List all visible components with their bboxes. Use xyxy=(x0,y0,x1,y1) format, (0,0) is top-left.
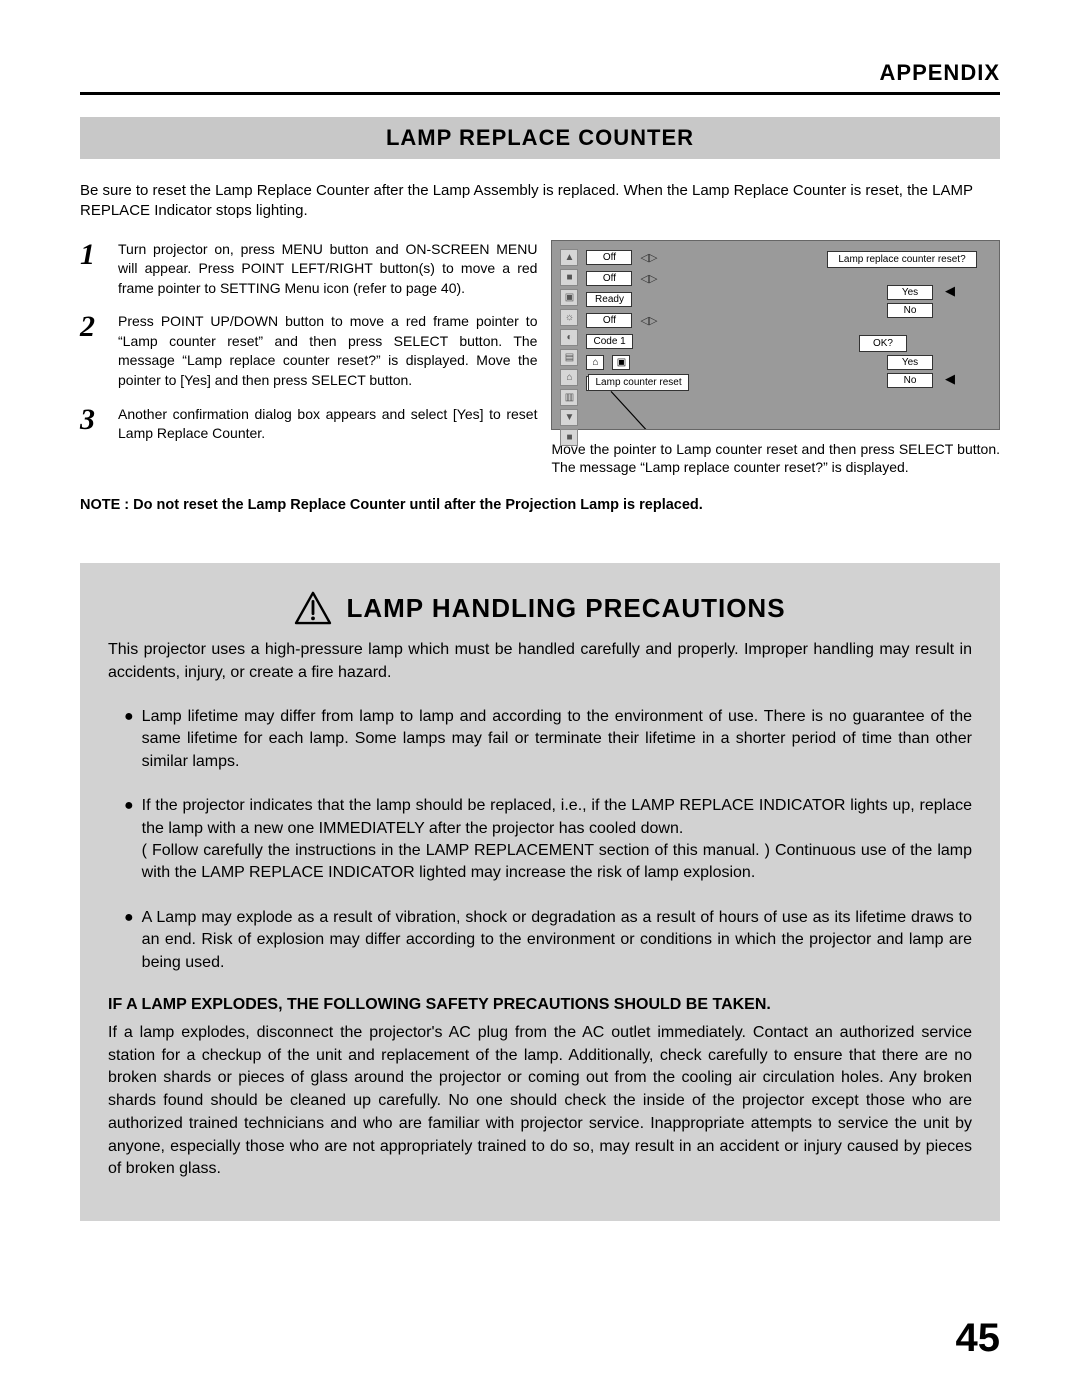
menu-icon: ▼ xyxy=(560,409,578,426)
step-number: 3 xyxy=(80,405,104,444)
steps-column: 1 Turn projector on, press MENU button a… xyxy=(80,240,537,478)
note-text: NOTE : Do not reset the Lamp Replace Cou… xyxy=(80,497,1000,513)
steps-and-figure-row: 1 Turn projector on, press MENU button a… xyxy=(80,240,1000,478)
step-2: 2 Press POINT UP/DOWN button to move a r… xyxy=(80,312,537,390)
intro-paragraph: Be sure to reset the Lamp Replace Counte… xyxy=(80,181,1000,222)
step-number: 2 xyxy=(80,312,104,390)
step-text: Press POINT UP/DOWN button to move a red… xyxy=(118,312,537,390)
menu-icon: ▤ xyxy=(560,349,578,366)
precautions-subheading: IF A LAMP EXPLODES, THE FOLLOWING SAFETY… xyxy=(108,996,972,1014)
precaution-bullet: ● A Lamp may explode as a result of vibr… xyxy=(108,907,972,974)
menu-icon: ▥ xyxy=(560,389,578,406)
header-rule xyxy=(80,92,1000,95)
bullet-text: If the projector indicates that the lamp… xyxy=(142,795,972,885)
bullet-icon: ● xyxy=(124,795,134,885)
step-text: Turn projector on, press MENU button and… xyxy=(118,240,537,299)
warning-icon xyxy=(294,591,332,625)
adjust-arrows-icon: ◁▷ xyxy=(640,314,657,327)
pointer-icon: ◀ xyxy=(945,283,955,299)
appendix-header: APPENDIX xyxy=(80,60,1000,86)
menu-icon-column: ▲ ■ ▣ ☼ ◐ ▤ ⌂ ▥ ▼ ■ xyxy=(560,249,578,446)
step-3: 3 Another confirmation dialog box appear… xyxy=(80,405,537,444)
step-number: 1 xyxy=(80,240,104,299)
dialog-no: No xyxy=(887,303,933,318)
menu-icon: ◐ xyxy=(560,329,578,346)
pointer-icon: ◀ xyxy=(945,371,955,387)
menu-icon-small: ▣ xyxy=(612,355,630,370)
figure-caption: Move the pointer to Lamp counter reset a… xyxy=(551,440,1000,478)
bullet-icon: ● xyxy=(124,907,134,974)
step-1: 1 Turn projector on, press MENU button a… xyxy=(80,240,537,299)
bullet-text: Lamp lifetime may differ from lamp to la… xyxy=(142,706,972,773)
menu-icon: ☼ xyxy=(560,309,578,326)
menu-value: Code 1 xyxy=(586,334,632,349)
section-title: LAMP REPLACE COUNTER xyxy=(80,117,1000,159)
menu-icon: ■ xyxy=(560,269,578,286)
dialog-lamp-reset: Lamp replace counter reset? xyxy=(827,251,977,268)
precaution-bullet: ● Lamp lifetime may differ from lamp to … xyxy=(108,706,972,773)
menu-value: Off xyxy=(586,271,632,286)
menu-row: Code 1 xyxy=(586,333,991,351)
dialog-ok: OK? xyxy=(859,335,907,352)
menu-rows: Off ◁▷ Off ◁▷ Ready Off ◁▷ Code 1 xyxy=(586,249,991,421)
page-number: 45 xyxy=(956,1316,1001,1361)
menu-value: Off xyxy=(586,313,632,328)
bullet-text: A Lamp may explode as a result of vibrat… xyxy=(142,907,972,974)
adjust-arrows-icon: ◁▷ xyxy=(640,251,657,264)
precautions-title: LAMP HANDLING PRECAUTIONS xyxy=(346,593,785,624)
precautions-title-row: LAMP HANDLING PRECAUTIONS xyxy=(108,591,972,625)
menu-icon: ▲ xyxy=(560,249,578,266)
bullet-icon: ● xyxy=(124,706,134,773)
menu-icon: ■ xyxy=(560,429,578,446)
dialog-yes: Yes xyxy=(887,285,933,300)
dialog-yes2: Yes xyxy=(887,355,933,370)
precaution-bullet: ● If the projector indicates that the la… xyxy=(108,795,972,885)
step-text: Another confirmation dialog box appears … xyxy=(118,405,537,444)
menu-icon: ▣ xyxy=(560,289,578,306)
precautions-paragraph: If a lamp explodes, disconnect the proje… xyxy=(108,1022,972,1181)
figure-column: ▲ ■ ▣ ☼ ◐ ▤ ⌂ ▥ ▼ ■ Off ◁▷ Off ◁▷ xyxy=(551,240,1000,478)
menu-icon: ⌂ xyxy=(560,369,578,386)
precautions-box: LAMP HANDLING PRECAUTIONS This projector… xyxy=(80,563,1000,1221)
lamp-counter-reset-label: Lamp counter reset xyxy=(588,374,688,391)
adjust-arrows-icon: ◁▷ xyxy=(640,272,657,285)
menu-icon-small: ⌂ xyxy=(586,355,604,370)
precautions-intro: This projector uses a high-pressure lamp… xyxy=(108,639,972,684)
menu-value: Off xyxy=(586,250,632,265)
menu-value: Ready xyxy=(586,292,632,307)
menu-screenshot: ▲ ■ ▣ ☼ ◐ ▤ ⌂ ▥ ▼ ■ Off ◁▷ Off ◁▷ xyxy=(551,240,1000,430)
dialog-no2: No xyxy=(887,373,933,388)
